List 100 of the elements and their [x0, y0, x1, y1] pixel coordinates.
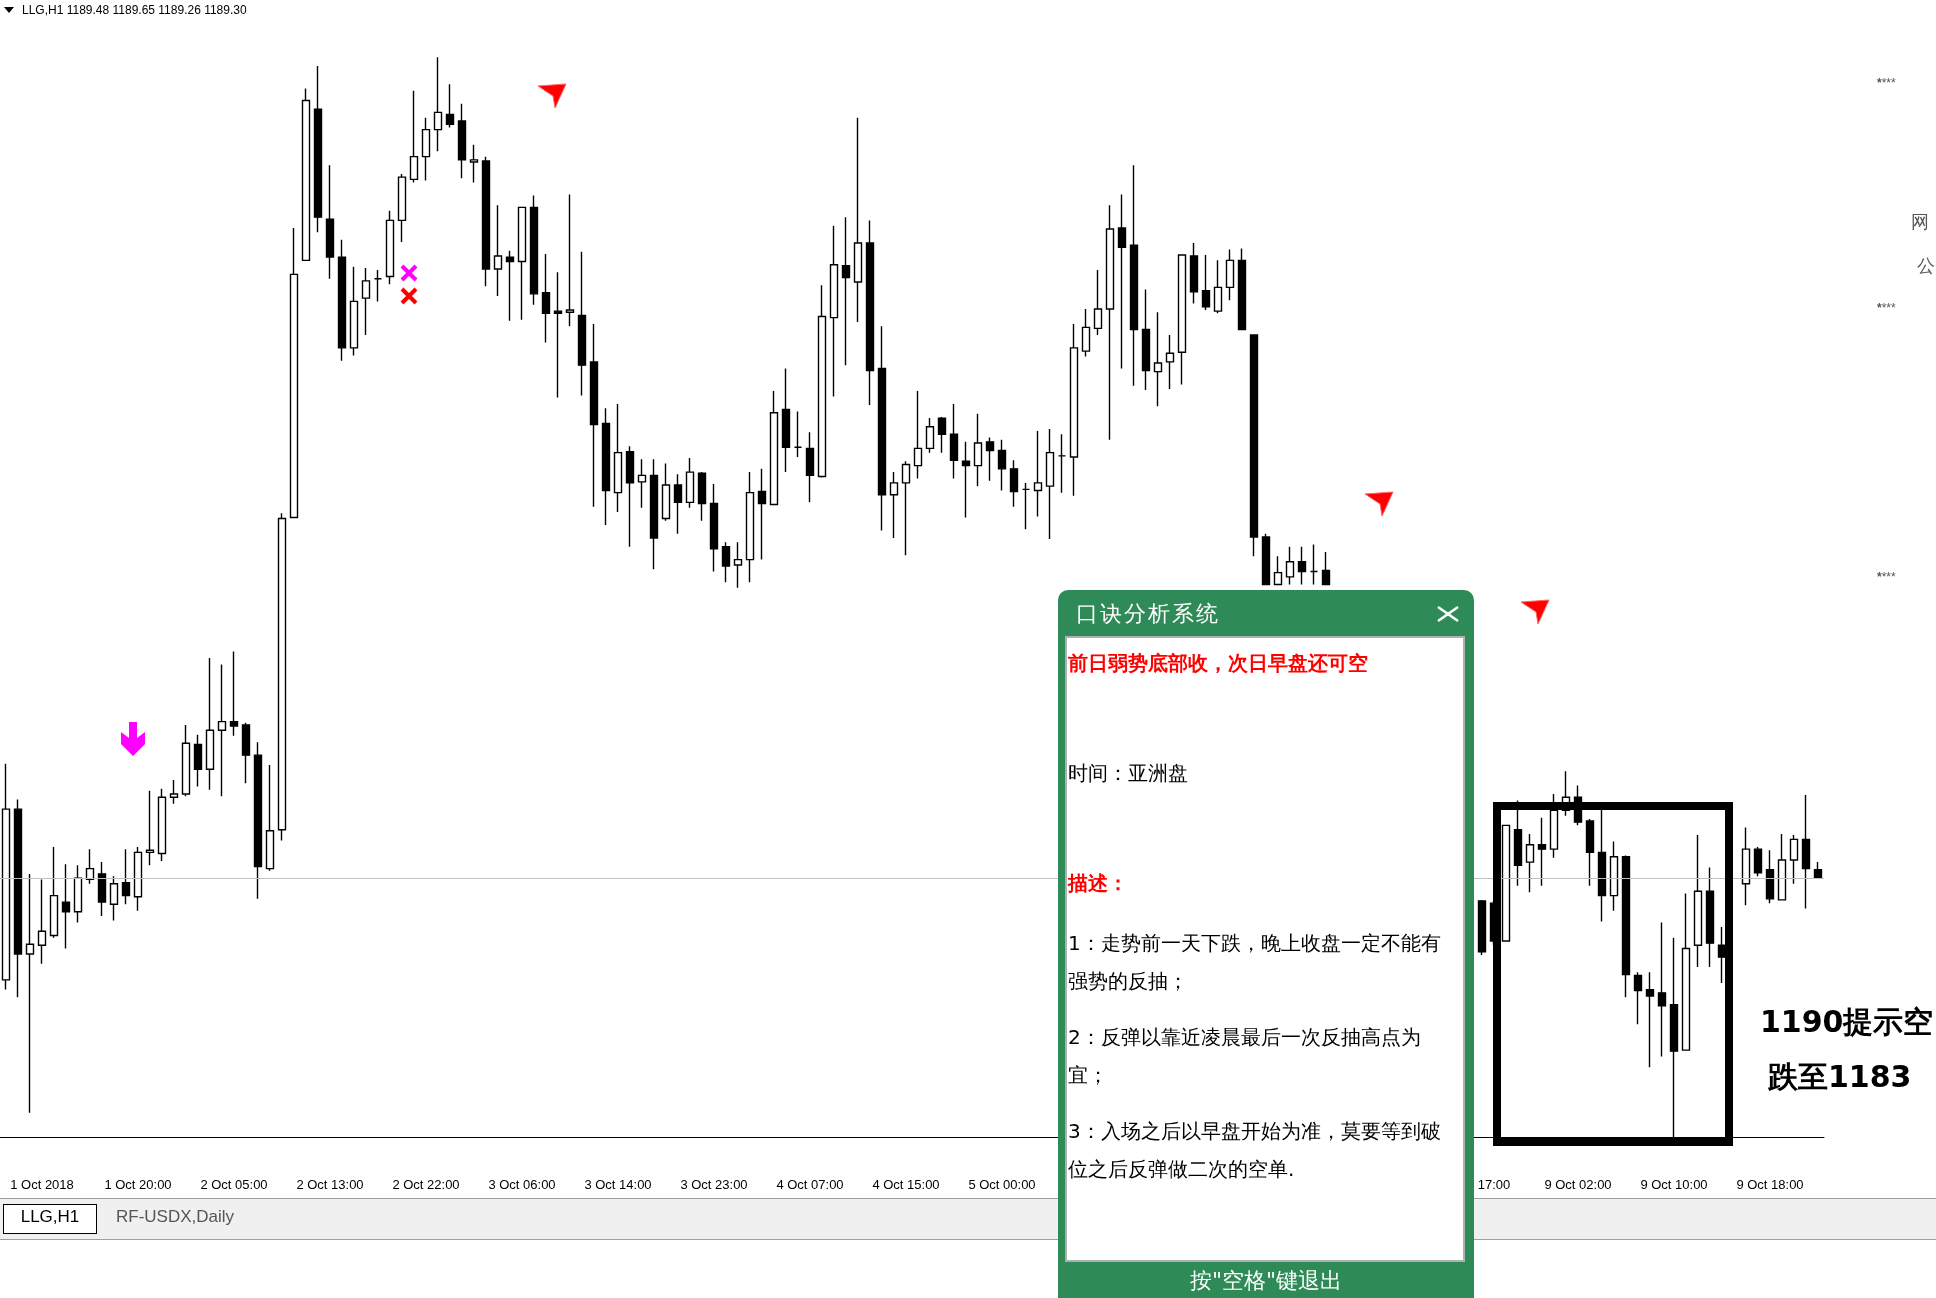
candlestick — [157, 787, 167, 862]
candlestick — [1741, 826, 1751, 907]
x-tick-label: 17:00 — [1477, 1177, 1511, 1192]
candlestick — [25, 873, 35, 1114]
candlestick — [1249, 334, 1259, 558]
annotation: 口诀分析系统 — [1076, 600, 1220, 628]
annotation: 1：走势前一天下跌，晚上收盘一定不能有强势的反抽； — [1068, 930, 1442, 995]
text: **** — [1877, 301, 1896, 315]
candlestick — [121, 848, 131, 905]
candlestick — [1237, 247, 1247, 331]
candlestick — [877, 325, 887, 532]
candlestick — [313, 65, 323, 233]
candlestick — [733, 541, 743, 589]
candlestick — [1213, 259, 1223, 314]
candlestick — [517, 206, 527, 321]
candlestick — [1201, 254, 1211, 311]
candlestick — [469, 144, 479, 184]
candlestick — [685, 457, 695, 509]
candlestick — [949, 403, 959, 480]
candlestick — [1633, 971, 1643, 1025]
candlestick — [637, 458, 647, 509]
candlestick — [1285, 545, 1295, 586]
candlestick — [841, 216, 851, 366]
candlestick — [565, 193, 575, 327]
candlestick — [1153, 311, 1163, 407]
candlestick — [85, 848, 95, 885]
candlestick — [1117, 193, 1127, 370]
candlestick — [1129, 164, 1139, 387]
x-tick-label: 9 Oct 18:00 — [1736, 1177, 1804, 1192]
candlestick — [1021, 482, 1031, 531]
x-tick-label: 2 Oct 22:00 — [392, 1177, 460, 1192]
candlestick — [853, 117, 863, 323]
annotation: 描述： — [1068, 870, 1128, 897]
candlestick — [985, 436, 995, 482]
candlestick — [1813, 861, 1823, 880]
candlestick — [289, 227, 299, 519]
candlestick — [1597, 808, 1607, 923]
candlestick — [541, 253, 551, 344]
candlestick — [1057, 433, 1067, 494]
candlestick — [757, 468, 767, 561]
x-tick-label: 1 Oct 20:00 — [104, 1177, 172, 1192]
candlestick — [73, 864, 83, 924]
candlestick — [973, 413, 983, 487]
text: 公 — [1917, 254, 1935, 278]
candlestick — [661, 462, 671, 522]
candlestick — [217, 663, 227, 797]
candlestick — [1189, 242, 1199, 305]
candlestick — [205, 657, 215, 791]
candlestick — [793, 410, 803, 458]
candlestick — [361, 267, 371, 336]
candlestick — [1501, 824, 1511, 942]
candlestick — [961, 441, 971, 519]
candlestick — [1273, 555, 1283, 586]
candlestick — [769, 390, 779, 506]
candlestick — [1009, 459, 1019, 508]
candlestick — [1177, 254, 1187, 386]
candlestick — [1105, 204, 1115, 441]
candlestick — [1789, 834, 1799, 885]
candlestick — [409, 90, 419, 184]
candlestick — [901, 460, 911, 556]
x-tick-label: 4 Oct 07:00 — [776, 1177, 844, 1192]
candlestick — [601, 407, 611, 526]
candlestick — [649, 458, 659, 571]
x-tick-label: 2 Oct 05:00 — [200, 1177, 268, 1192]
candlestick — [1033, 430, 1043, 518]
candlestick — [1645, 971, 1655, 1069]
candlestick — [421, 117, 431, 182]
candlestick — [697, 471, 707, 522]
text: **** — [1877, 570, 1896, 584]
candlestick — [721, 541, 731, 583]
candlestick — [1549, 793, 1559, 859]
candlestick — [613, 403, 623, 513]
x-tick-label: 3 Oct 14:00 — [584, 1177, 652, 1192]
x-tick-label: 3 Oct 06:00 — [488, 1177, 556, 1192]
candlestick — [397, 173, 407, 243]
x-tick-label: 5 Oct 00:00 — [968, 1177, 1036, 1192]
candlestick — [265, 764, 275, 872]
candlestick — [1081, 308, 1091, 358]
x-tick-label: 9 Oct 02:00 — [1544, 1177, 1612, 1192]
annotation: 3：入场之后以早盘开始为准，莫要等到破位之后反弹做二次的空单. — [1068, 1118, 1442, 1183]
candlestick — [1621, 854, 1631, 998]
candlestick — [913, 390, 923, 480]
candlestick — [481, 155, 491, 287]
candlestick — [577, 251, 587, 397]
candlestick — [97, 861, 107, 917]
candlestick — [145, 790, 155, 867]
x-tick-label: 3 Oct 23:00 — [680, 1177, 748, 1192]
x-tick-label: 1 Oct 2018 — [10, 1177, 74, 1192]
candlestick — [673, 473, 683, 535]
candlestick — [1681, 892, 1691, 1051]
candlestick — [445, 83, 455, 129]
candlestick — [169, 779, 179, 805]
candlestick — [865, 219, 875, 406]
candlestick — [553, 271, 563, 399]
annotation: 2：反弹以靠近凌晨最后一次反抽高点为宜； — [1068, 1024, 1422, 1089]
candlestick — [337, 239, 347, 362]
candlestick — [457, 103, 467, 179]
text: RF-USDX,Daily — [114, 1207, 236, 1227]
candlestick — [709, 483, 719, 573]
candlestick — [1297, 545, 1307, 586]
